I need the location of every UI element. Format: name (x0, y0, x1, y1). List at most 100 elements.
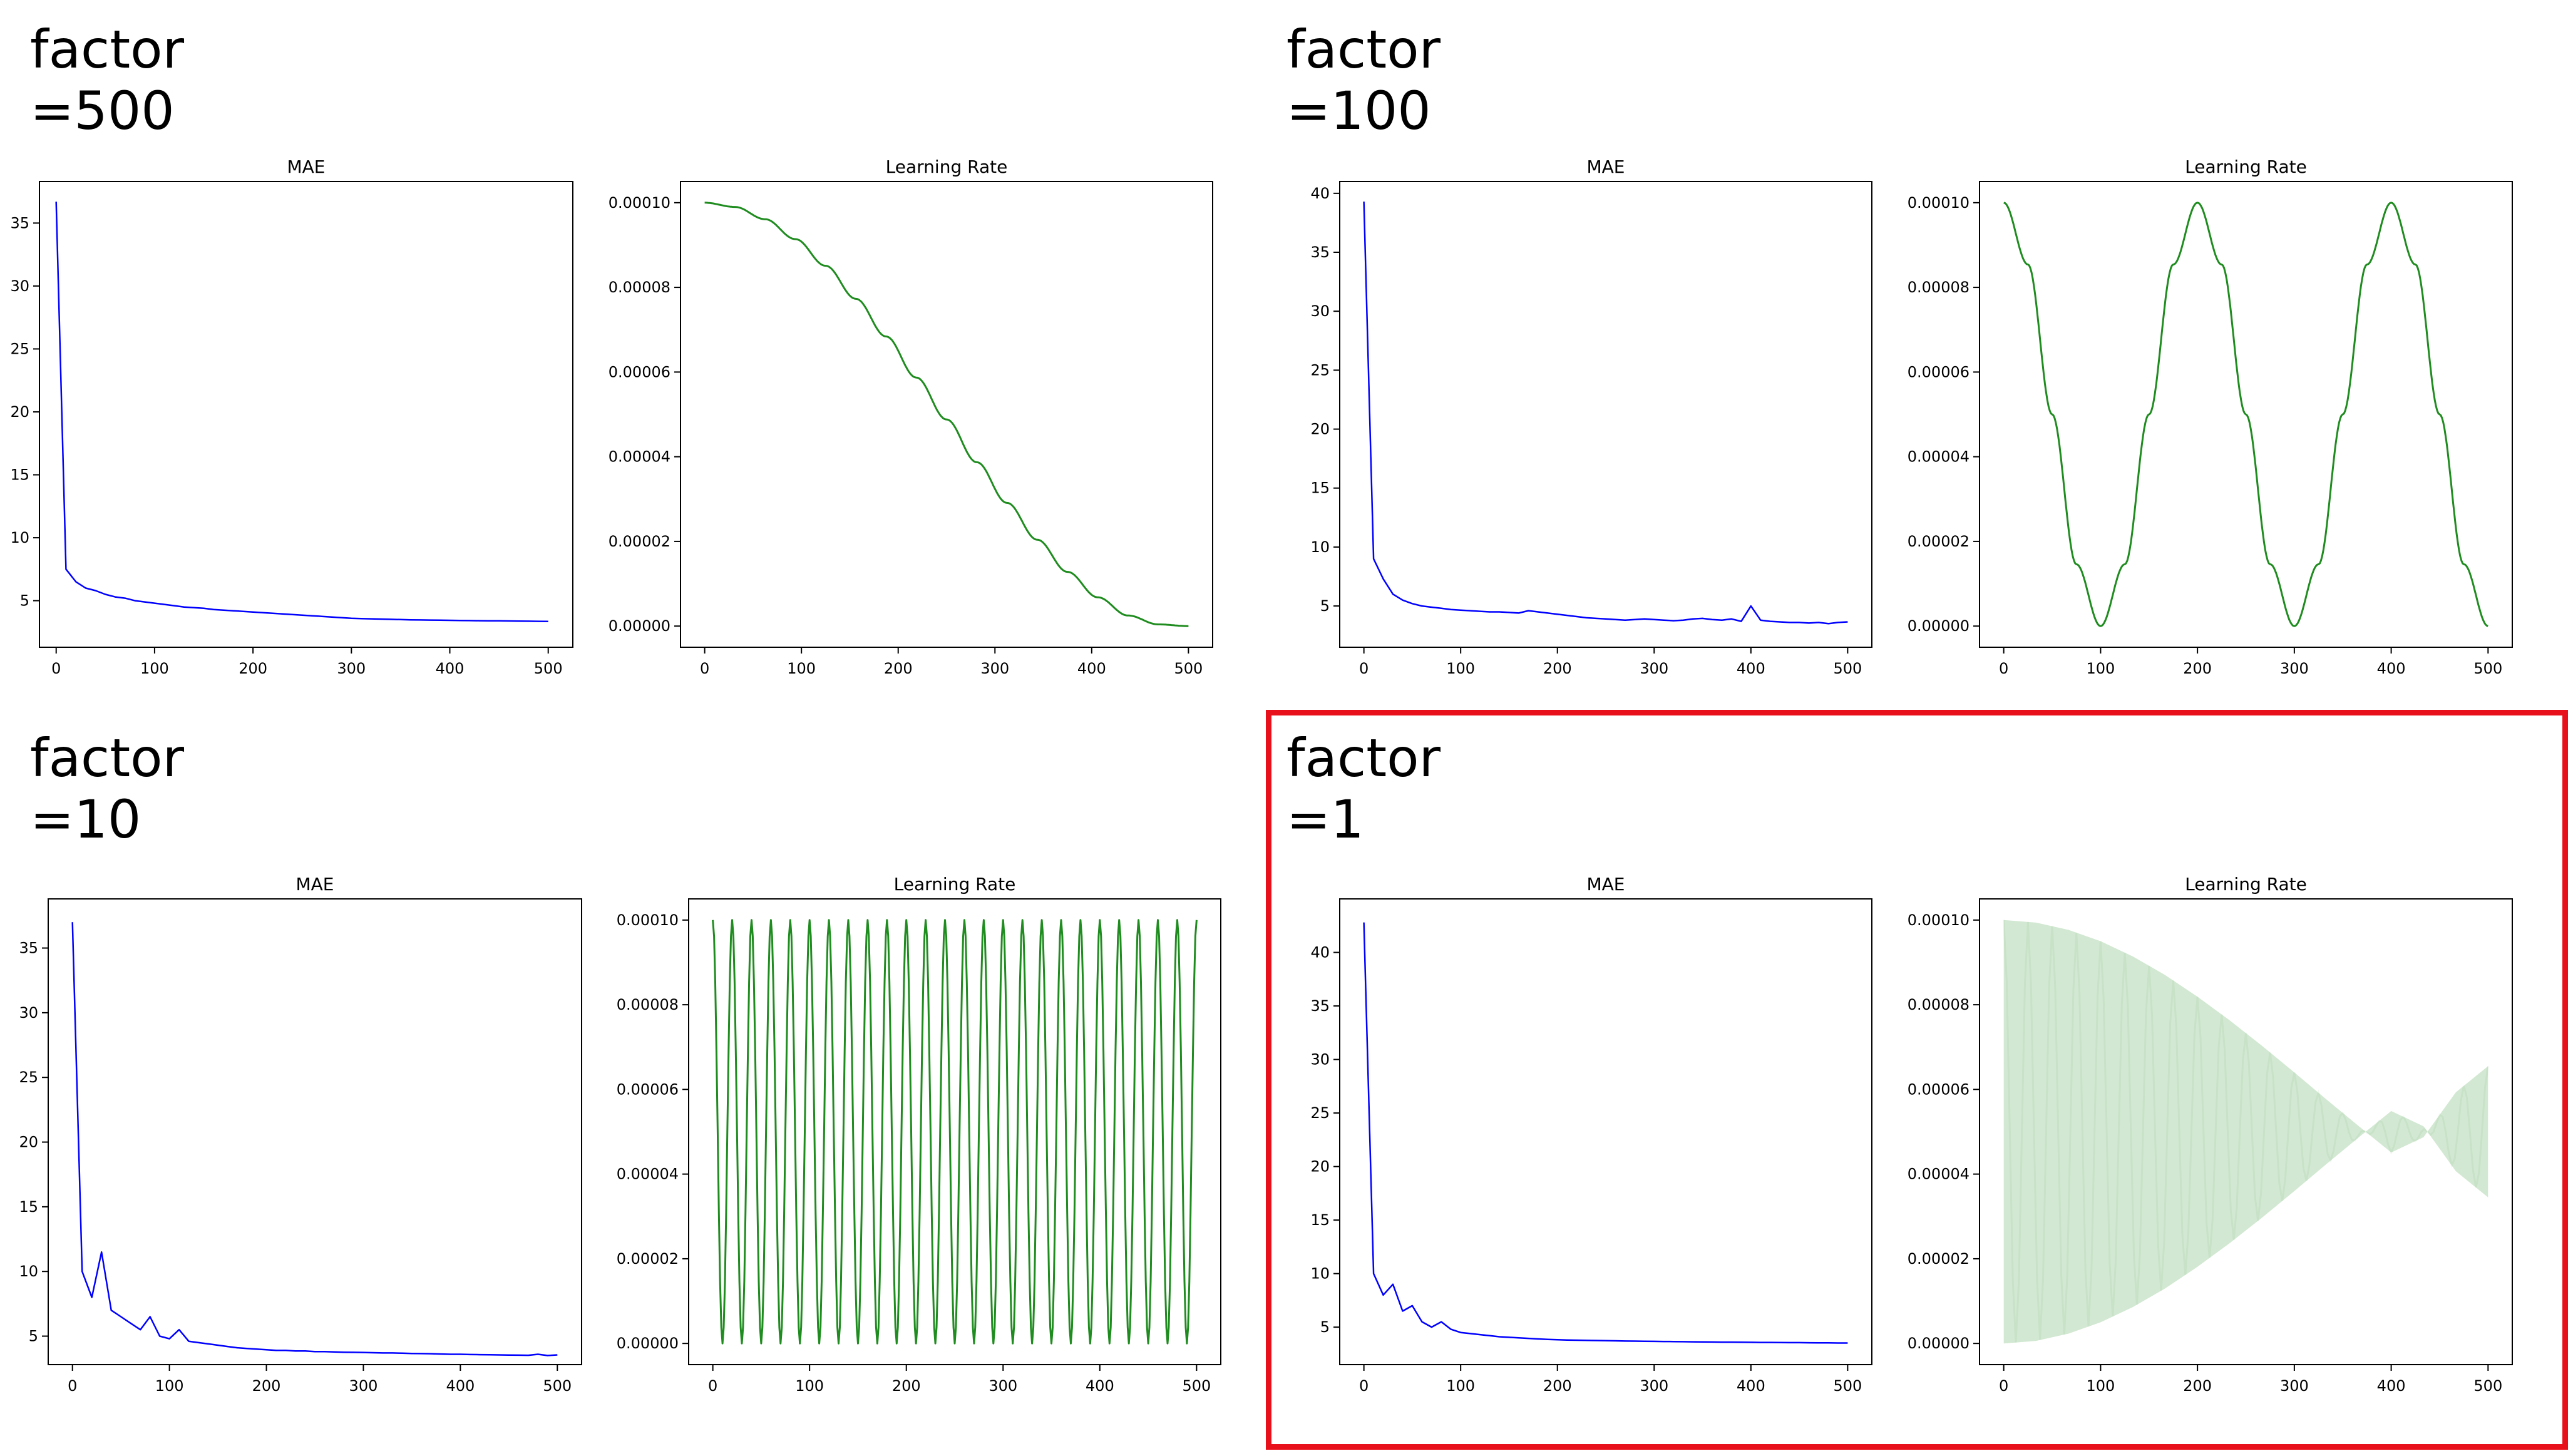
x-tick-label: 500 (534, 660, 563, 677)
x-tick-label: 200 (1543, 1377, 1572, 1395)
x-tick-label: 100 (787, 660, 816, 677)
y-tick-label: 0.00002 (1908, 1250, 1970, 1268)
chart-title: MAE (1586, 874, 1625, 895)
y-tick-label: 25 (10, 340, 29, 357)
y-tick-label: 0.00000 (617, 1335, 679, 1352)
x-tick-label: 300 (349, 1377, 378, 1395)
panel-10-title: factor =10 (30, 727, 184, 850)
x-tick-label: 100 (1446, 660, 1475, 677)
y-tick-label: 15 (10, 466, 29, 484)
chart-title: Learning Rate (886, 156, 1008, 177)
x-tick-label: 0 (1359, 1377, 1369, 1395)
y-tick-label: 0.00000 (609, 617, 670, 635)
y-tick-label: 30 (1310, 302, 1330, 320)
y-tick-label: 0.00010 (609, 194, 670, 212)
y-tick-label: 30 (1310, 1051, 1330, 1069)
chart-0-0: MAE 0 100 200 300 400 500 5 10 15 20 25 30 35 (10, 156, 573, 677)
x-tick-label: 300 (989, 1377, 1017, 1395)
y-tick-label: 30 (19, 1004, 38, 1022)
x-tick-label: 100 (140, 660, 169, 677)
x-tick-label: 500 (1182, 1377, 1211, 1395)
x-tick-label: 500 (2473, 660, 2502, 677)
axes-frame (680, 181, 1213, 648)
x-tick-label: 200 (1543, 660, 1572, 677)
y-tick-label: 5 (20, 592, 29, 610)
x-tick-label: 200 (892, 1377, 921, 1395)
x-tick-label: 200 (2183, 1377, 2212, 1395)
y-tick-label: 0.00008 (609, 279, 670, 296)
y-tick-label: 0.00008 (1908, 996, 1970, 1013)
y-tick-label: 10 (19, 1263, 38, 1280)
y-tick-label: 0.00004 (1908, 1166, 1970, 1183)
y-tick-label: 5 (1320, 1318, 1330, 1336)
y-tick-label: 0.00010 (617, 911, 679, 929)
x-tick-label: 0 (1359, 660, 1369, 677)
y-tick-label: 35 (1310, 997, 1330, 1015)
x-tick-label: 300 (1640, 1377, 1668, 1395)
mae-series-line (1363, 922, 1848, 1344)
y-tick-label: 5 (29, 1328, 38, 1345)
x-tick-label: 100 (2087, 660, 2115, 677)
y-tick-label: 0.00010 (1908, 911, 1970, 929)
y-tick-label: 25 (19, 1069, 38, 1086)
y-tick-label: 40 (1310, 944, 1330, 961)
y-tick-label: 0.00004 (617, 1166, 679, 1183)
y-tick-label: 40 (1310, 185, 1330, 202)
x-tick-label: 400 (446, 1377, 475, 1395)
chart-3-1: Learning Rate 0 100 200 300 400 500 0.00000 0.00… (1908, 874, 2513, 1395)
factor-label: factor (1286, 19, 1441, 80)
chart-1-1: Learning Rate 0 100 200 300 400 500 0.00000 0.00… (1908, 156, 2513, 677)
x-tick-label: 0 (708, 1377, 717, 1395)
lr-series-line (2003, 202, 2488, 627)
y-tick-label: 30 (10, 277, 29, 295)
y-tick-label: 20 (1310, 1158, 1330, 1176)
y-tick-label: 15 (19, 1198, 38, 1216)
x-tick-label: 200 (2183, 660, 2212, 677)
x-tick-label: 100 (2087, 1377, 2115, 1395)
x-tick-label: 500 (1833, 660, 1862, 677)
y-tick-label: 20 (19, 1134, 38, 1151)
y-tick-label: 35 (19, 940, 38, 957)
lr-series-line (712, 919, 1198, 1345)
chart-3-0: MAE 0 100 200 300 400 500 5 10 15 20 25 30 35 40 (1310, 874, 1872, 1395)
axes-frame (1339, 898, 1872, 1365)
chart-2-1: Learning Rate 0 100 200 300 400 500 0.00000 0.00… (617, 874, 1221, 1395)
x-tick-label: 0 (1999, 1377, 2008, 1395)
y-tick-label: 0.00006 (617, 1080, 679, 1098)
factor-value: =10 (30, 789, 141, 850)
axes-frame (1339, 181, 1872, 648)
axes-frame (1979, 898, 2513, 1365)
factor-value: =100 (1286, 80, 1431, 141)
y-tick-label: 0.00004 (609, 448, 670, 466)
y-tick-label: 15 (1310, 479, 1330, 497)
factor-value: =1 (1286, 789, 1364, 850)
lr-series-line (704, 202, 1189, 627)
x-tick-label: 400 (1077, 660, 1106, 677)
x-tick-label: 300 (2280, 660, 2309, 677)
y-tick-label: 25 (1310, 361, 1330, 379)
y-tick-label: 0.00000 (1908, 1335, 1970, 1352)
x-tick-label: 500 (1833, 1377, 1862, 1395)
y-tick-label: 0.00002 (609, 533, 670, 550)
chart-title: MAE (1586, 156, 1625, 177)
y-tick-label: 0.00008 (617, 996, 679, 1013)
y-tick-label: 0.00010 (1908, 194, 1970, 212)
x-tick-label: 400 (1737, 660, 1765, 677)
axes-frame (1979, 181, 2513, 648)
factor-label: factor (30, 727, 185, 789)
x-tick-label: 200 (239, 660, 267, 677)
x-tick-label: 400 (436, 660, 465, 677)
x-tick-label: 400 (2377, 1377, 2406, 1395)
chart-1-0: MAE 0 100 200 300 400 500 5 10 15 20 25 30 35 40 (1310, 156, 1872, 677)
x-tick-label: 300 (2280, 1377, 2309, 1395)
x-tick-label: 400 (2377, 660, 2406, 677)
factor-label: factor (1286, 727, 1441, 789)
x-tick-label: 100 (795, 1377, 824, 1395)
x-tick-label: 300 (337, 660, 366, 677)
y-tick-label: 15 (1310, 1211, 1330, 1229)
x-tick-label: 200 (252, 1377, 281, 1395)
chart-title: Learning Rate (2185, 874, 2307, 895)
factor-value: =500 (30, 80, 175, 141)
